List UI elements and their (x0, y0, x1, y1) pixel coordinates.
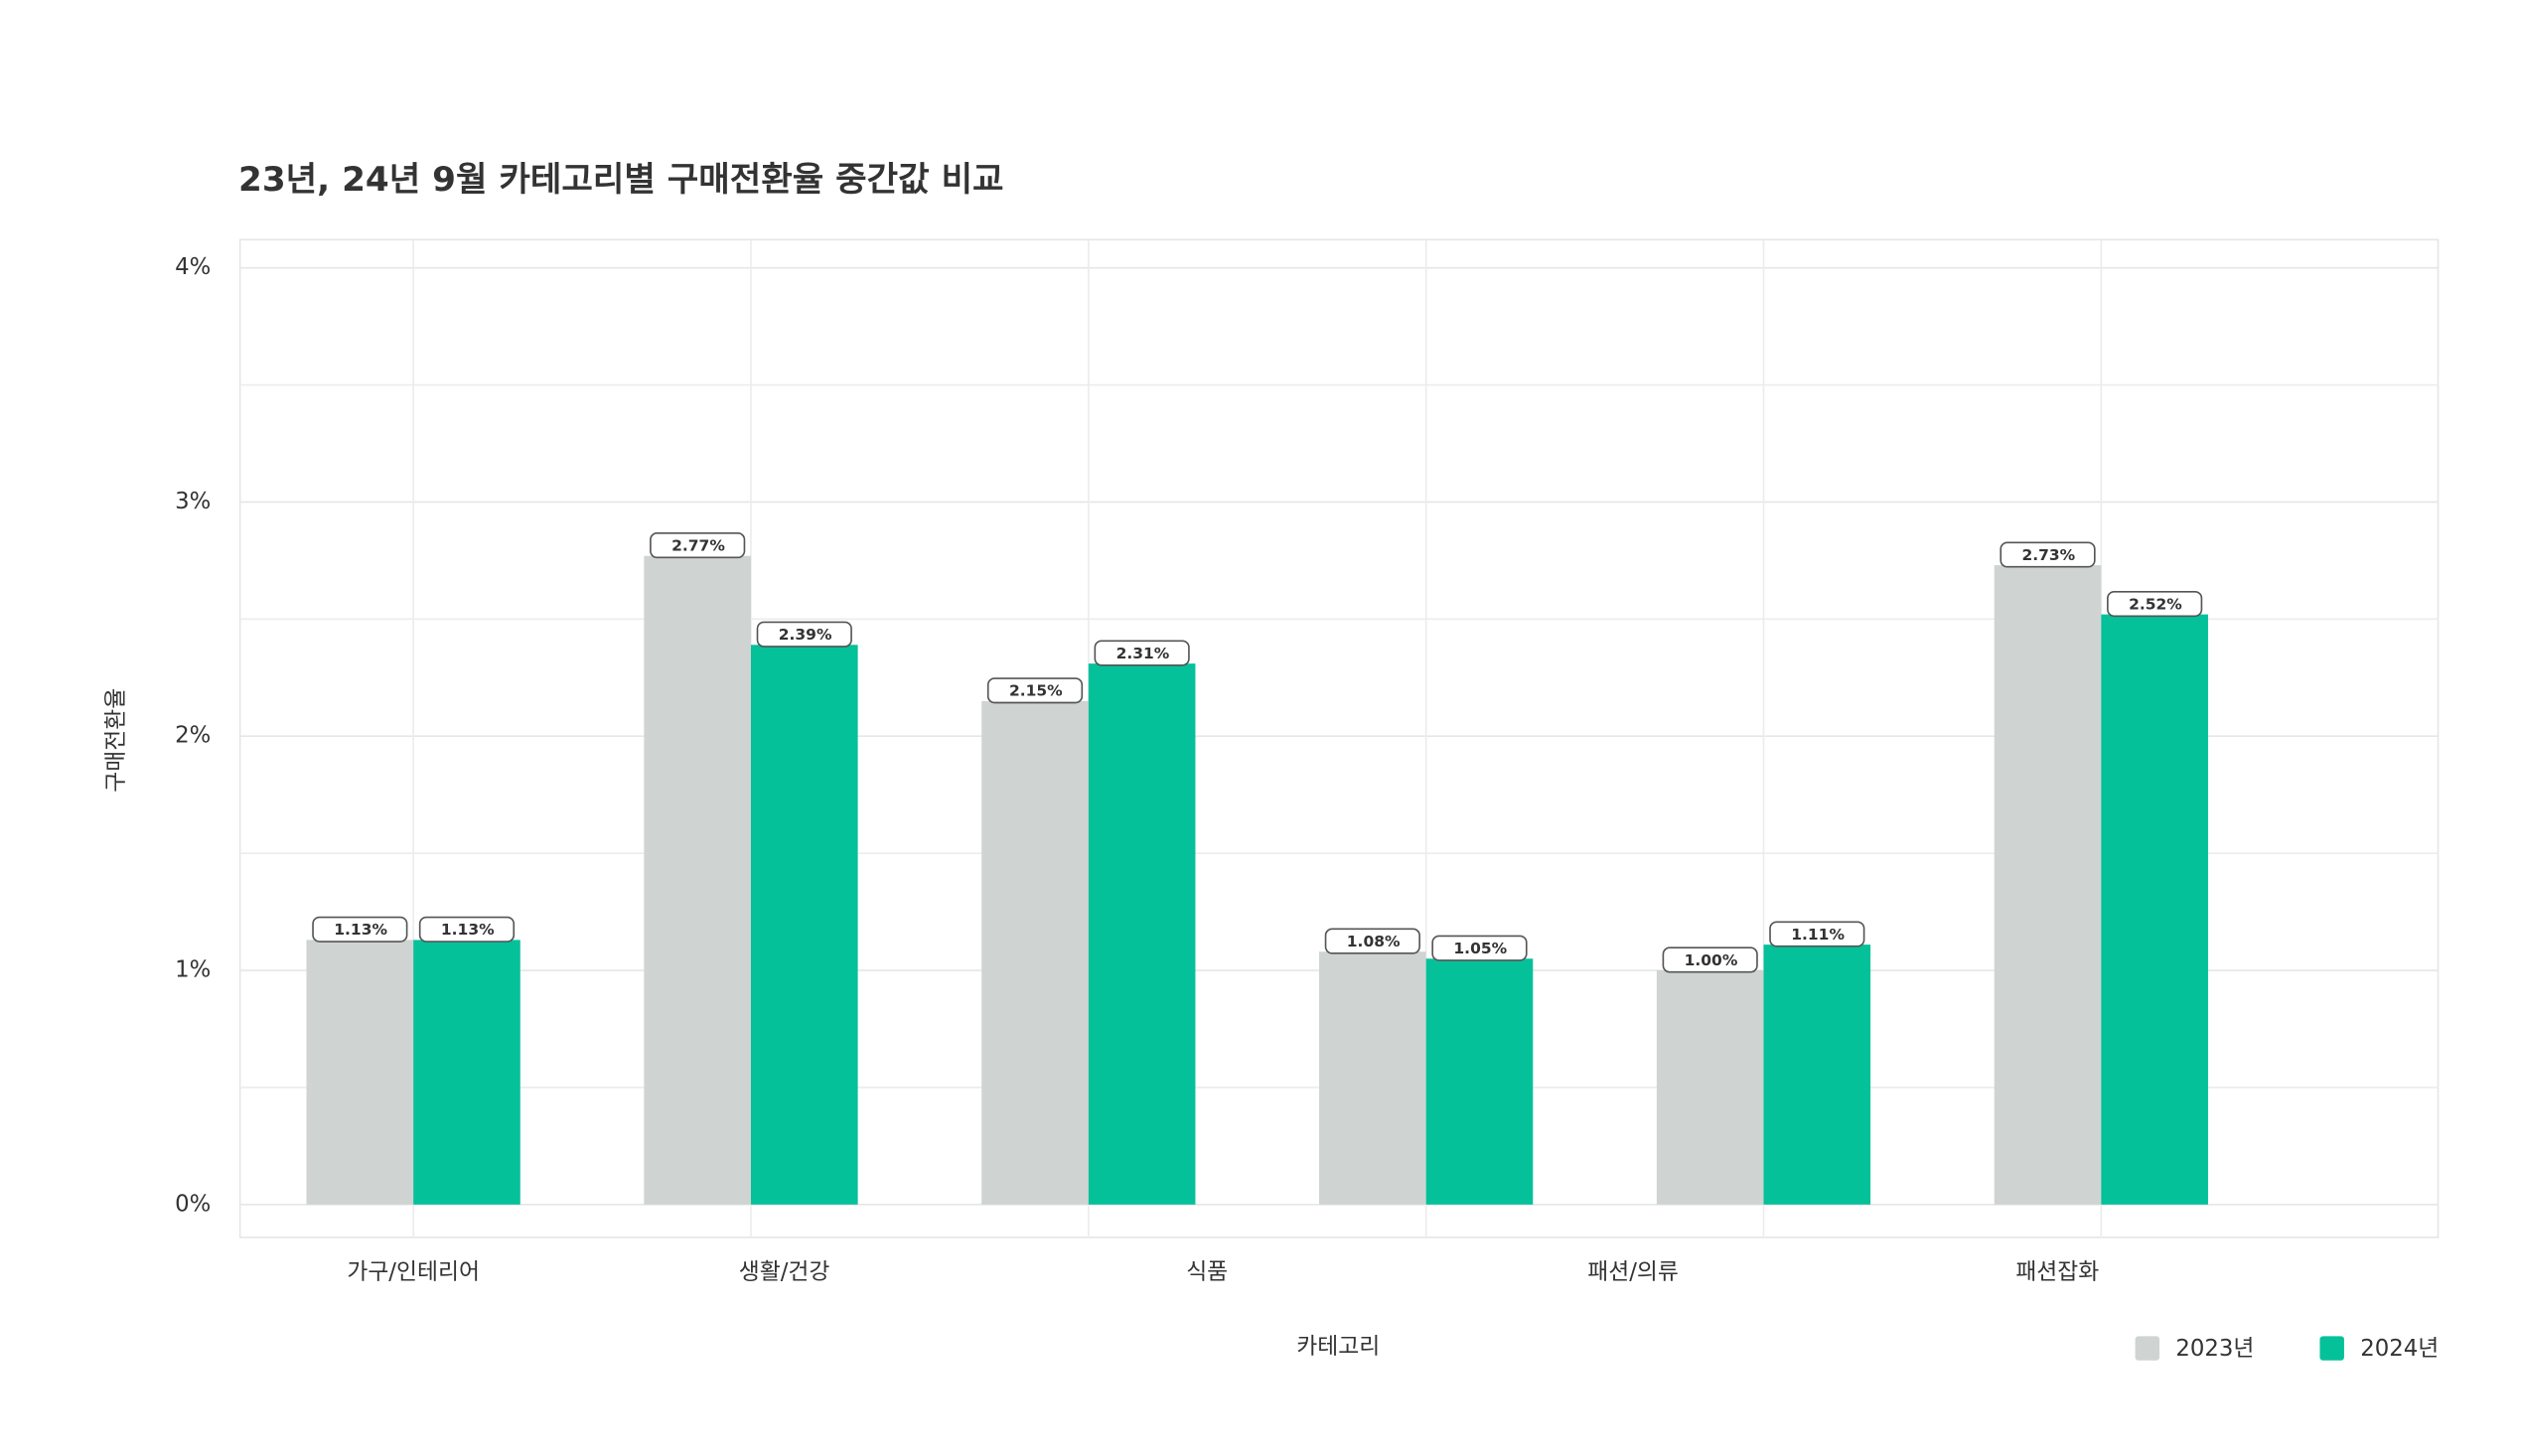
value-label: 1.08% (1347, 933, 1401, 950)
value-label: 1.05% (1453, 940, 1507, 957)
value-label-box (986, 677, 1084, 704)
value-label-box (1094, 640, 1190, 666)
value-label-box (756, 621, 852, 648)
legend-label: 2024년 (2360, 1336, 2439, 1362)
y-axis-label: 구매전환율 (103, 688, 129, 793)
value-label: 1.13% (441, 921, 495, 939)
value-label: 2.52% (2129, 595, 2182, 613)
x-tick-label: 가구/인테리어 (347, 1259, 480, 1285)
plot-frame (238, 238, 2440, 1238)
bar (306, 940, 414, 1205)
value-label: 2.73% (2021, 546, 2075, 564)
value-label: 2.15% (1009, 682, 1063, 700)
legend-swatch (2135, 1336, 2160, 1361)
bar (413, 940, 520, 1205)
value-label-box (1324, 928, 1420, 954)
bar (2101, 614, 2208, 1205)
x-tick-label: 생활/건강 (739, 1259, 830, 1285)
chart-title: 23년, 24년 9월 카테고리별 구매전환율 중간값 비교 (238, 160, 1004, 200)
y-tick-label: 0% (175, 1191, 211, 1217)
value-label: 2.31% (1116, 645, 1170, 662)
value-label-box (1662, 946, 1758, 973)
bar (1425, 958, 1534, 1205)
value-label-box (2107, 590, 2203, 618)
legend-swatch (2319, 1336, 2344, 1361)
y-tick-label: 3% (175, 489, 211, 514)
x-tick-label: 패션/의류 (1587, 1259, 1679, 1285)
x-axis-label: 카테고리 (1296, 1334, 1380, 1360)
bar (644, 555, 751, 1205)
value-label-box (650, 532, 746, 559)
value-label: 1.13% (334, 921, 387, 939)
value-label-box (418, 916, 516, 943)
value-label: 2.77% (671, 536, 725, 554)
bar (1088, 663, 1196, 1205)
value-label-box (1769, 921, 1865, 947)
value-label: 2.39% (779, 626, 832, 644)
value-label: 1.11% (1791, 926, 1845, 944)
x-tick-label: 패션잡화 (2015, 1259, 2099, 1285)
value-label-box (1431, 935, 1528, 961)
legend-label: 2023년 (2175, 1336, 2254, 1362)
bar (1763, 945, 1871, 1205)
bar (1656, 970, 1764, 1205)
x-tick-label: 식품 (1186, 1259, 1228, 1285)
value-label-box (312, 916, 408, 943)
y-tick-label: 1% (175, 957, 211, 983)
y-tick-label: 2% (175, 723, 211, 749)
bar (981, 700, 1089, 1205)
bar (1319, 951, 1426, 1205)
bar (1994, 565, 2102, 1205)
y-tick-label: 4% (175, 254, 211, 280)
value-label: 1.00% (1685, 951, 1738, 969)
bar (750, 645, 858, 1205)
value-label-box (2000, 541, 2096, 568)
